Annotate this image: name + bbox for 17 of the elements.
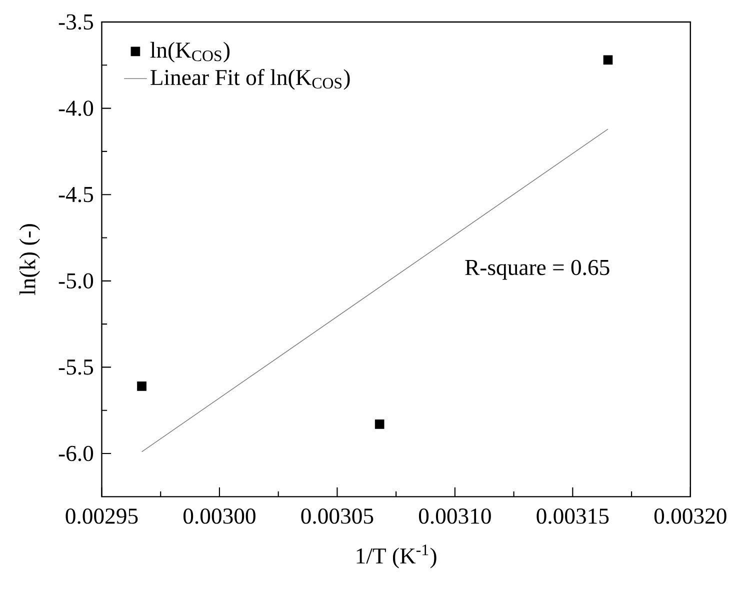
y-tick-label: -4.5 bbox=[58, 186, 94, 202]
x-tick-label: 0.00315 bbox=[536, 508, 609, 524]
y-tick-label: -4.0 bbox=[58, 100, 94, 116]
y-tick-label: -6.0 bbox=[58, 446, 94, 462]
x-tick-label: 0.00300 bbox=[183, 508, 256, 524]
x-tick-label: 0.00305 bbox=[301, 508, 374, 524]
legend-label: Linear Fit of ln(K$_{COS}$) bbox=[150, 68, 350, 90]
legend-label: ln(K$_{COS}$) bbox=[150, 42, 230, 62]
annotation: R-square = 0.65 bbox=[465, 260, 610, 280]
x-tick-label: 0.00310 bbox=[418, 508, 491, 524]
x-axis-title: 1/T (K$^{-1}$) bbox=[356, 544, 436, 568]
x-tick-label: 0.00320 bbox=[654, 508, 726, 524]
y-tick-label: -5.5 bbox=[58, 360, 94, 375]
x-tick-label: 0.00295 bbox=[66, 508, 138, 524]
y-tick-label: -3.5 bbox=[58, 14, 94, 30]
y-axis-title: ln(k) (-) bbox=[19, 224, 40, 296]
y-tick-label: -5.0 bbox=[58, 273, 94, 289]
